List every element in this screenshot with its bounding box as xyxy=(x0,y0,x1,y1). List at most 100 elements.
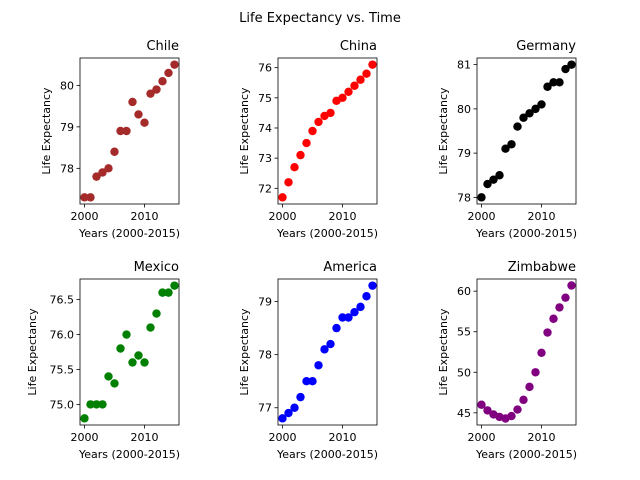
data-point-america xyxy=(314,361,323,370)
data-point-mexico xyxy=(104,372,113,381)
x-tick-label: 2010 xyxy=(528,210,556,223)
y-tick-label: 55 xyxy=(457,326,471,339)
y-axis-label: Life Expectancy xyxy=(238,308,251,396)
subplot-title: Germany xyxy=(516,39,576,54)
data-point-germany xyxy=(513,122,522,131)
y-tick-label: 76.0 xyxy=(50,329,75,342)
y-tick-label: 80 xyxy=(60,79,74,92)
y-tick-label: 75.0 xyxy=(50,398,75,411)
x-tick-label: 2010 xyxy=(329,431,357,444)
data-point-zimbabwe xyxy=(525,382,534,392)
data-point-zimbabwe xyxy=(549,314,558,323)
data-point-germany xyxy=(561,64,570,74)
axes-frame-china xyxy=(277,57,378,205)
subplot-china: 2000 2010 72 73 74 75 76 China Years (2000-2015)… xyxy=(238,39,378,240)
data-point-chile xyxy=(146,89,155,98)
data-point-china xyxy=(290,163,299,172)
data-point-america xyxy=(278,414,287,423)
data-point-germany xyxy=(555,78,564,87)
y-tick-label: 77 xyxy=(258,402,272,415)
data-point-zimbabwe xyxy=(555,303,564,312)
data-point-germany xyxy=(531,104,540,114)
data-point-mexico xyxy=(158,288,167,297)
y-tick-label: 50 xyxy=(457,366,471,379)
data-point-mexico xyxy=(164,288,173,297)
data-point-china xyxy=(284,178,293,187)
subplot-chile: 2000 2010 78 79 80 Chile Years (2000-2015) Life… xyxy=(40,39,180,240)
x-axis-label: Years (2000-2015) xyxy=(475,227,577,240)
data-point-america xyxy=(296,392,305,402)
subplot-title: China xyxy=(340,39,377,54)
data-point-china xyxy=(314,117,323,127)
data-point-mexico xyxy=(140,358,149,367)
y-axis-label: Life Expectancy xyxy=(26,308,39,396)
data-point-germany xyxy=(549,78,558,87)
data-point-america xyxy=(344,313,353,322)
data-point-chile xyxy=(92,172,101,181)
y-tick-label: 79 xyxy=(258,296,272,309)
x-axis-label: Years (2000-2015) xyxy=(78,227,180,240)
y-axis-label: Life Expectancy xyxy=(437,308,450,396)
data-point-mexico xyxy=(122,330,131,339)
data-point-chile xyxy=(104,164,113,173)
data-point-china xyxy=(308,126,317,136)
x-axis-label: Years (2000-2015) xyxy=(276,227,378,240)
y-tick-label: 75 xyxy=(258,92,272,105)
data-point-chile xyxy=(152,85,161,94)
data-point-china xyxy=(350,81,359,90)
data-point-zimbabwe xyxy=(477,400,486,409)
x-tick-label: 2000 xyxy=(468,210,496,223)
subplot-title: America xyxy=(323,260,377,275)
data-point-zimbabwe xyxy=(507,411,516,421)
data-point-germany xyxy=(501,144,510,153)
data-point-america xyxy=(302,377,311,386)
subplot-zimbabwe: 2000 2010 45 50 55 60 Zimbabwe Years (2000-2015… xyxy=(437,260,577,461)
y-tick-label: 45 xyxy=(457,407,471,420)
y-tick-label: 72 xyxy=(258,182,272,195)
data-point-zimbabwe xyxy=(519,395,528,405)
y-tick-label: 73 xyxy=(258,152,272,165)
data-point-zimbabwe xyxy=(483,406,492,415)
y-tick-label: 76.5 xyxy=(50,294,75,307)
data-point-china xyxy=(326,108,335,118)
data-point-germany xyxy=(543,82,552,91)
axes-frame-america xyxy=(277,278,378,426)
subplot-grid: 2000 2010 78 79 80 Chile Years (2000-2015) Life… xyxy=(26,39,577,461)
data-point-germany xyxy=(507,140,516,149)
x-tick-label: 2000 xyxy=(71,431,99,444)
data-point-germany xyxy=(483,179,492,189)
data-point-chile xyxy=(140,118,149,127)
x-axis-label: Years (2000-2015) xyxy=(78,448,180,461)
data-point-mexico xyxy=(146,323,155,332)
x-tick-label: 2010 xyxy=(528,431,556,444)
data-point-china xyxy=(302,138,311,148)
subplot-mexico: 2000 2010 75.0 75.5 76.0 76.5 Mexico Years (200… xyxy=(26,260,180,461)
y-tick-label: 79 xyxy=(457,147,471,160)
data-point-chile xyxy=(158,77,167,86)
data-point-mexico xyxy=(110,379,119,388)
data-point-america xyxy=(350,307,359,317)
y-tick-label: 76 xyxy=(258,62,272,75)
data-point-mexico xyxy=(134,351,143,360)
x-tick-label: 2000 xyxy=(269,431,297,444)
data-point-germany xyxy=(519,113,528,122)
data-point-mexico xyxy=(86,400,95,409)
data-point-mexico xyxy=(80,414,89,423)
subplot-title: Zimbabwe xyxy=(508,260,576,275)
data-point-chile xyxy=(122,126,131,136)
data-point-chile xyxy=(110,147,119,156)
axes-frame-germany xyxy=(476,57,577,205)
data-point-china xyxy=(338,93,347,103)
data-point-chile xyxy=(116,126,125,136)
data-point-zimbabwe xyxy=(531,368,540,377)
data-point-mexico xyxy=(98,400,107,409)
data-point-chile xyxy=(98,168,107,177)
x-tick-label: 2000 xyxy=(269,210,297,223)
data-point-america xyxy=(326,339,335,349)
data-point-chile xyxy=(134,110,143,119)
data-point-china xyxy=(278,193,287,202)
data-point-zimbabwe xyxy=(537,348,546,358)
figure-title: Life Expectancy vs. Time xyxy=(239,11,401,26)
data-point-zimbabwe xyxy=(561,293,570,302)
